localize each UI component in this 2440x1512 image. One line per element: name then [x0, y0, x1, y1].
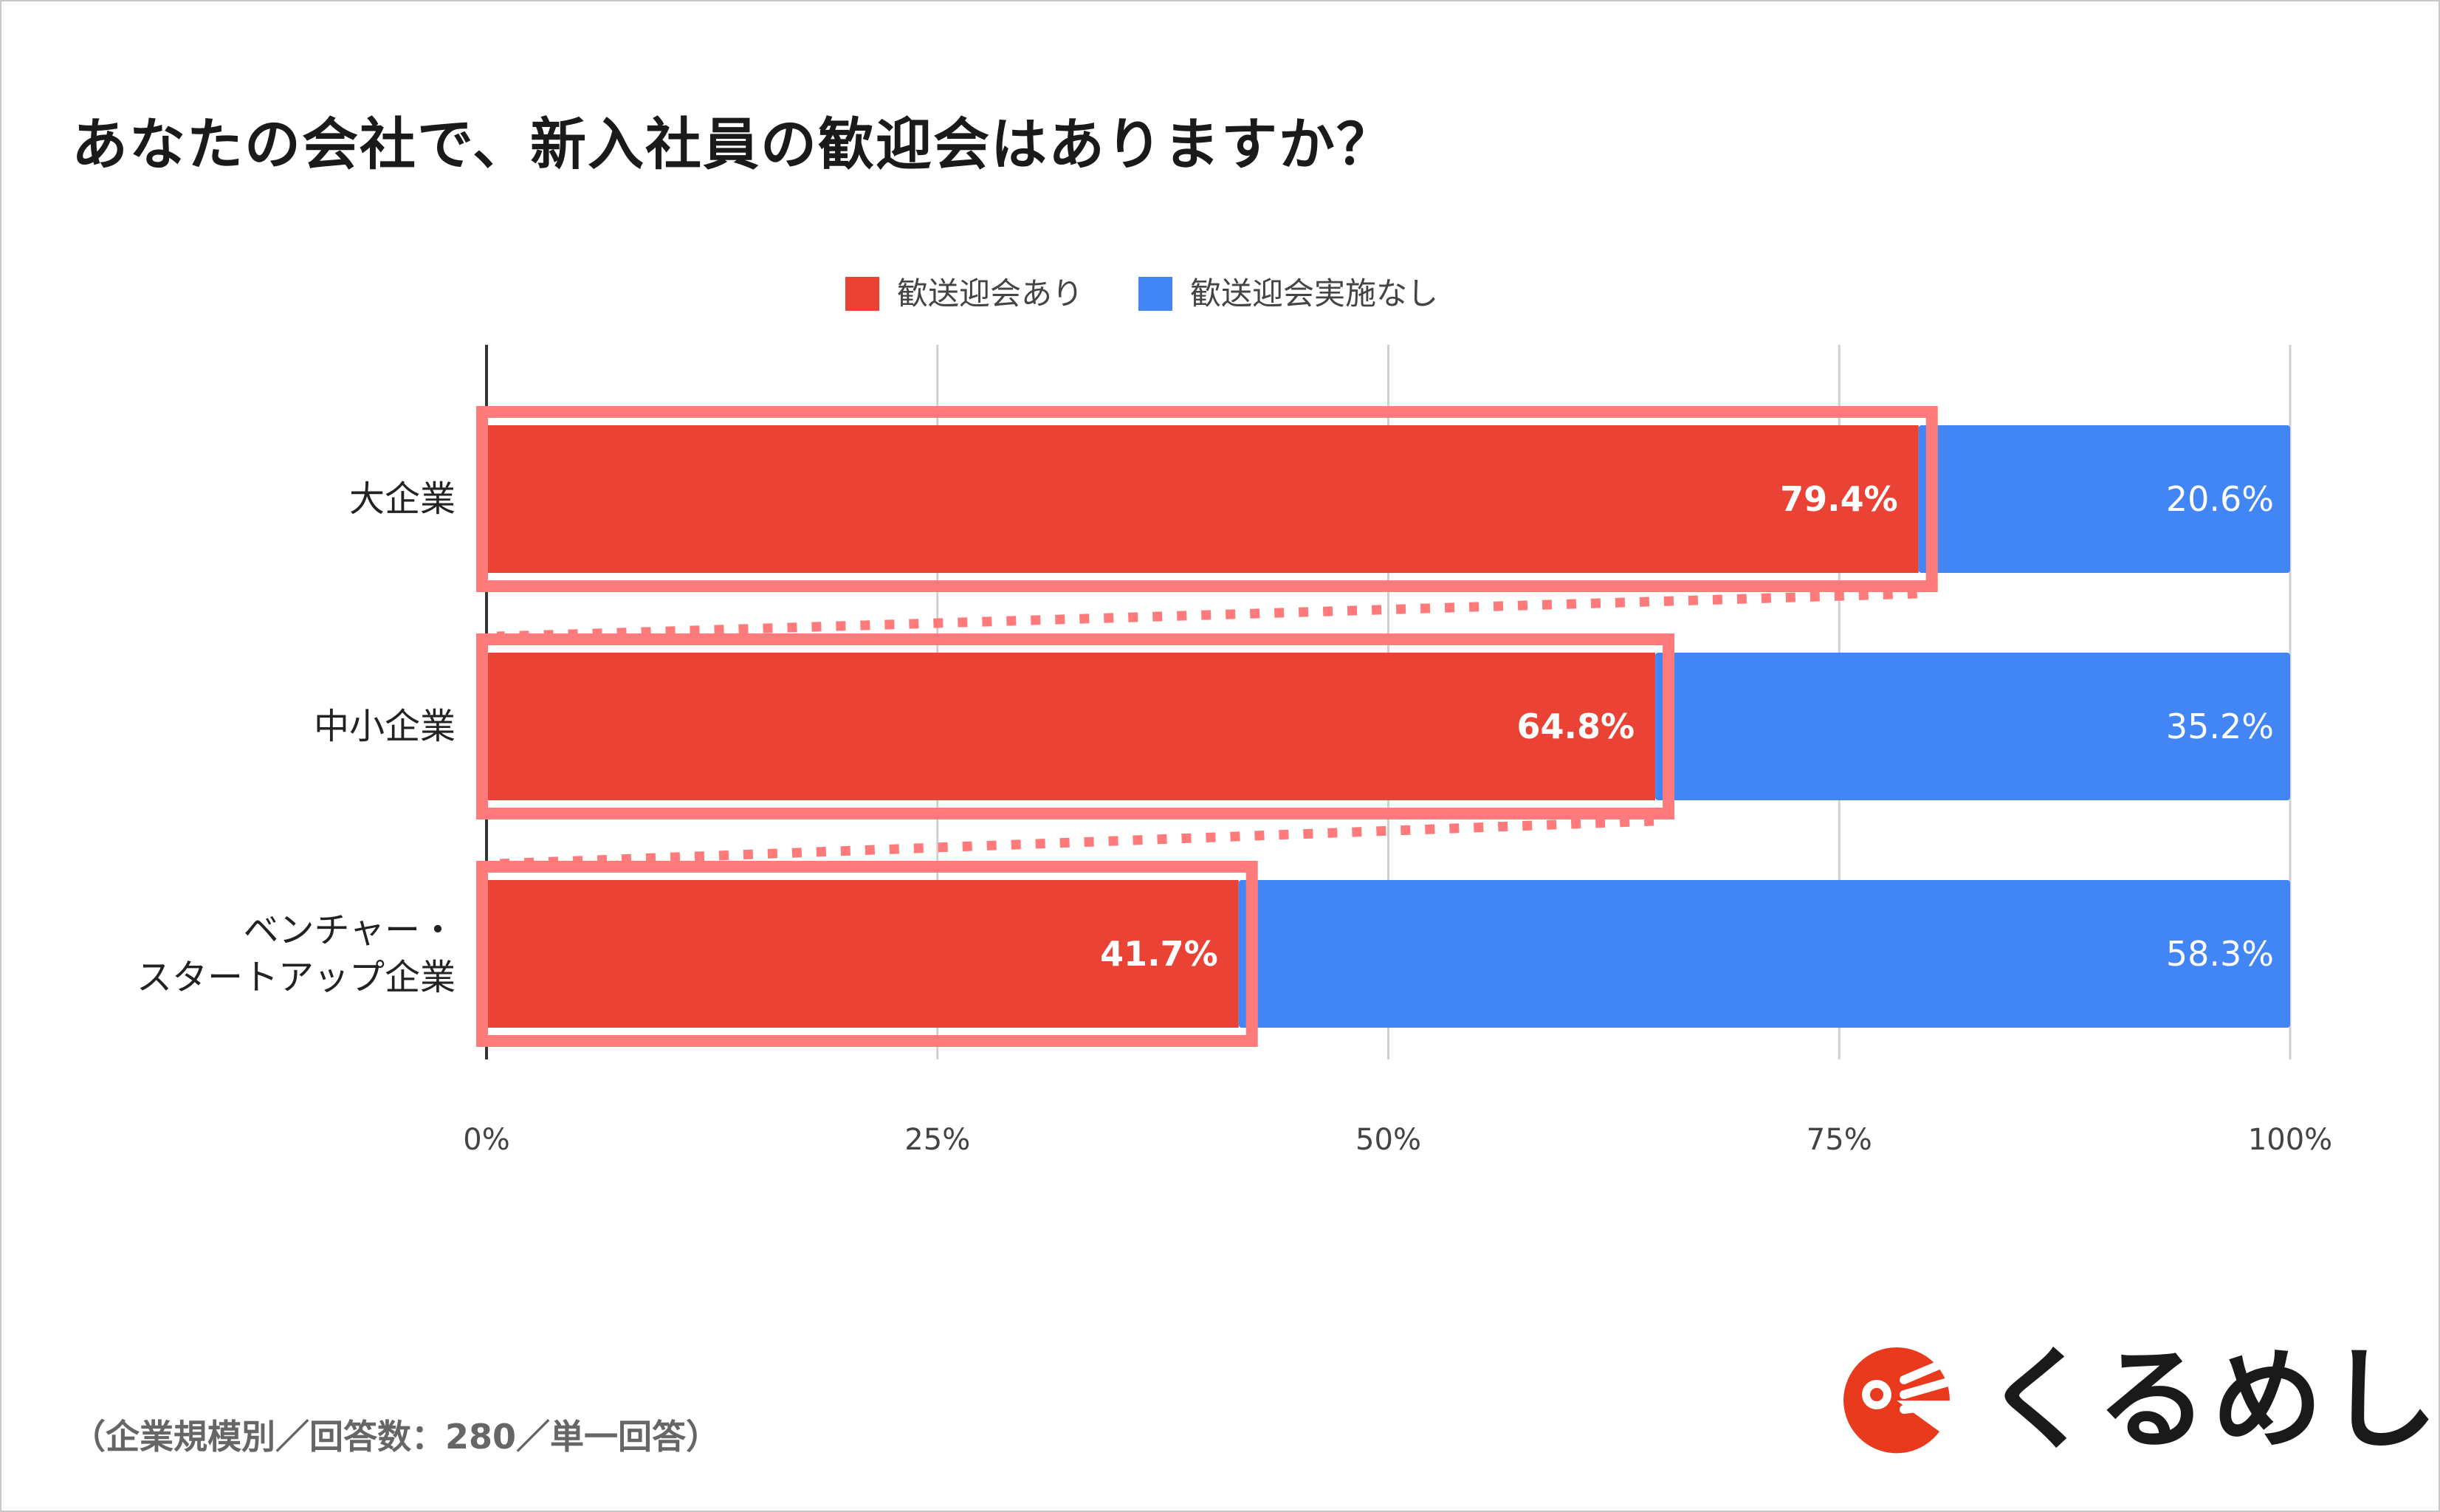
bar-series2: [1238, 880, 2290, 1028]
data-label: 41.7%: [1100, 934, 1218, 974]
legend-swatch: [845, 277, 879, 311]
brand-name: くるめし: [1984, 1336, 2440, 1465]
trend-connector: [496, 588, 1917, 642]
highlight-box: [476, 406, 1938, 592]
x-tick-label: 0%: [463, 1123, 509, 1157]
legend-swatch: [1138, 277, 1172, 311]
data-label: 20.6%: [2166, 479, 2274, 519]
category-label: スタートアップ企業: [137, 957, 456, 998]
data-label: 58.3%: [2166, 934, 2274, 974]
x-tick-label: 50%: [1355, 1123, 1421, 1157]
highlight-box: [476, 861, 1258, 1047]
x-tick-label: 25%: [904, 1123, 970, 1157]
brand-logo: くるめし: [1814, 1334, 2438, 1467]
data-label: 64.8%: [1516, 707, 1635, 746]
legend-label: 歓送迎会実施なし: [1190, 275, 1438, 312]
legend-label: 歓送迎会あり: [897, 275, 1083, 312]
footnote: （企業規模別／回答数：280／単一回答）: [72, 1417, 721, 1457]
data-label: 35.2%: [2166, 707, 2274, 746]
data-label: 79.4%: [1780, 479, 1898, 519]
highlight-box: [476, 633, 1675, 819]
x-tick-label: 75%: [1807, 1123, 1872, 1157]
category-label: 中小企業: [314, 706, 456, 747]
x-tick-label: 100%: [2248, 1123, 2332, 1157]
bar-series2: [1918, 425, 2290, 573]
bar-series1: [487, 653, 1656, 800]
chart-title: あなたの会社で、新入社員の歓迎会はありますか？: [72, 111, 1394, 177]
bar-series1: [487, 880, 1239, 1028]
bar-series1: [487, 425, 1919, 573]
kurumeshi-logo-icon: [1843, 1347, 1950, 1454]
bar-series2: [1655, 653, 2290, 800]
category-label: ベンチャー・: [243, 910, 456, 951]
category-label: 大企業: [349, 478, 456, 520]
trend-connector: [496, 816, 1654, 869]
